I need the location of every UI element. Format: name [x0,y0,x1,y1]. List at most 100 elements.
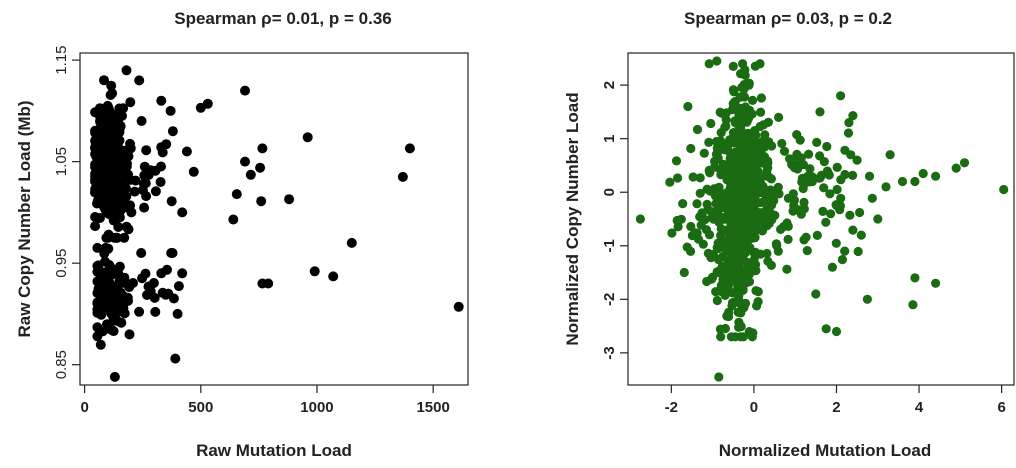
right-data-point [755,59,765,69]
right-data-point [686,143,696,154]
right-x-tick-label: 4 [915,399,924,416]
left-y-ticks: 0.85 0.95 1.05 1.15 [53,45,80,379]
right-data-point [702,184,712,194]
right-data-point [729,232,739,242]
right-data-point [704,59,714,69]
right-data-point [716,194,726,204]
left-data-point [125,97,136,108]
right-panel: Spearman ρ= 0.03, p = 0.2 -2 0 2 4 6 -3 -2 -1 0… [563,9,1015,460]
right-data-point [864,171,875,181]
right-data-point [845,210,855,220]
right-data-point [767,200,777,210]
right-data-point [711,149,722,159]
left-data-point [142,290,152,300]
right-data-point [773,246,783,256]
left-data-point [156,95,167,106]
left-data-point [95,339,106,350]
right-data-point [846,150,856,160]
left-data-point [139,202,150,213]
right-data-point [755,177,766,187]
left-data-point [108,215,119,226]
right-data-point [885,150,895,160]
right-data-point [673,173,683,183]
left-data-point [90,143,101,154]
right-data-point [811,289,821,299]
right-y-tick-label: -2 [601,293,618,306]
left-data-point [103,103,114,114]
left-data-point [129,186,140,197]
right-data-point [910,273,920,283]
left-data-point [156,161,166,172]
right-data-point [751,286,761,296]
left-data-point [114,162,125,173]
left-data-point [257,143,268,154]
right-data-point [736,123,746,133]
right-data-point [931,171,941,181]
left-data-point [125,200,136,211]
right-y-tick-label: -1 [601,239,618,252]
left-data-point [125,138,135,149]
right-data-point [856,230,866,240]
right-data-point [728,162,738,172]
left-data-point [106,80,117,91]
left-data-point [114,135,125,146]
left-data-point [92,242,103,253]
right-data-point [756,93,767,103]
right-data-point [713,210,723,220]
left-data-point [167,126,178,137]
right-data-point [697,208,707,218]
right-data-point [853,246,863,257]
right-data-point [908,300,918,310]
left-data-point [90,127,101,138]
right-data-point [757,153,767,163]
right-data-point [703,248,714,258]
left-data-point [97,126,108,137]
right-data-point [821,217,831,227]
left-data-point [116,317,127,328]
left-data-point [114,275,125,286]
right-data-point [824,170,834,180]
left-data-point [102,319,112,330]
right-data-point [819,157,829,167]
right-data-point [692,124,703,135]
left-data-point [245,169,256,180]
left-data-point [136,248,147,258]
left-data-point [231,189,242,200]
right-data-point [717,286,727,296]
right-data-point [790,163,800,173]
left-data-point [166,196,177,207]
right-data-point [836,193,846,203]
left-data-point [181,146,192,157]
left-data-point [93,285,104,296]
right-data-point [897,176,908,187]
left-data-point [173,281,184,292]
right-data-point [844,118,854,128]
right-data-point [733,217,744,227]
right-data-point [783,193,794,203]
left-data-point [134,306,145,317]
right-data-point [724,264,734,274]
right-data-point [723,187,733,197]
left-x-tick-label: 1000 [300,399,333,416]
left-data-point [117,305,128,316]
right-data-point [733,210,743,220]
left-data-point [111,232,122,243]
right-data-point [728,134,738,144]
right-data-point [848,170,858,180]
left-data-point [255,162,266,173]
left-data-point [90,159,101,170]
right-data-point [712,243,722,253]
right-y-ticks: -3 -2 -1 0 1 2 [601,81,628,360]
left-data-point [122,292,133,303]
left-data-point [148,278,159,288]
left-data-point [111,292,122,302]
right-data-point [852,155,862,165]
left-data-point [108,326,119,337]
left-data-point [195,102,206,113]
right-data-point [831,200,841,210]
right-data-point [720,225,730,235]
right-plot-frame [627,52,1015,386]
right-data-point [746,158,757,168]
left-data-point [92,331,103,342]
left-x-tick-label: 500 [188,399,213,416]
